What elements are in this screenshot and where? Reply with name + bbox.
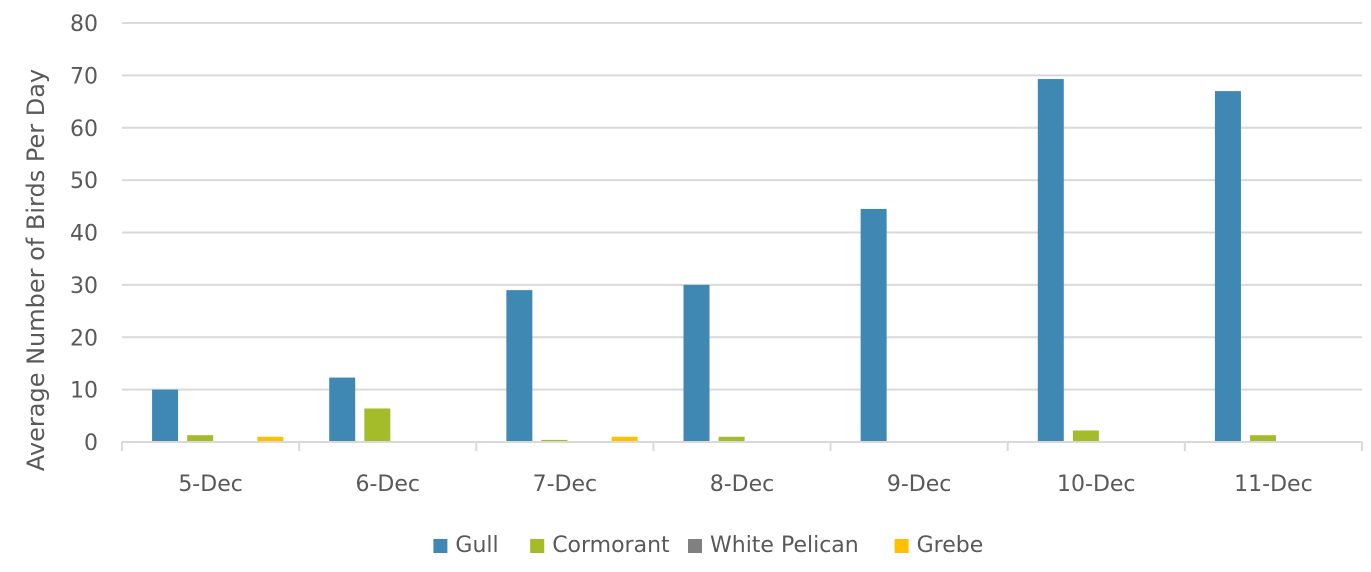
y-tick-label: 70 [70,64,98,89]
legend-label-gull: Gull [455,533,498,558]
x-tick-label: 7-Dec [533,472,598,497]
x-tick-label: 11-Dec [1234,472,1313,497]
legend-swatch-grebe [894,539,909,553]
y-tick-label: 50 [70,169,98,194]
legend-swatch-cormorant [530,539,545,553]
legend-label-cormorant: Cormorant [552,533,670,558]
bar-grebe [257,436,284,442]
bar-gull [1214,91,1241,443]
bar-cormorant [718,436,745,442]
bar-cormorant [1072,430,1099,442]
legend: Gull Cormorant White Pelican Grebe [433,533,983,558]
x-tick-label: 5-Dec [178,472,243,497]
y-tick-label: 80 [70,12,98,37]
x-tick-label: 6-Dec [355,472,420,497]
bar-cormorant [541,439,568,442]
bar-cormorant [364,408,391,442]
y-tick-label: 40 [70,222,98,247]
bar-grebe [611,436,638,442]
bar-gull [329,377,356,442]
bar-cormorant [1250,435,1277,442]
legend-label-grebe: Grebe [917,533,984,558]
legend-swatch-white-pelican [688,539,702,553]
y-tick-label: 30 [70,274,98,299]
x-tick-label: 8-Dec [710,472,775,497]
y-axis-tick-labels: 0 10 20 30 40 50 60 70 80 [70,12,98,456]
x-tick-label: 10-Dec [1057,472,1136,497]
y-tick-label: 60 [70,117,98,142]
y-tick-label: 10 [70,379,98,404]
y-tick-label: 20 [70,326,98,351]
bar-gull [152,389,179,442]
bar-gull [1037,79,1064,442]
x-axis-tick-labels: 5-Dec 6-Dec 7-Dec 8-Dec 9-Dec 10-Dec 11-Dec [178,472,1312,497]
legend-swatch-gull [433,539,448,553]
x-tick-label: 9-Dec [887,472,952,497]
legend-label-white-pelican: White Pelican [710,533,859,558]
y-tick-label: 0 [84,431,98,456]
bars [152,79,1277,443]
bar-cormorant [187,435,214,442]
y-axis-title: Average Number of Birds Per Day [22,69,50,471]
x-axis-tick-marks [121,442,1363,451]
bar-gull [860,208,887,442]
bar-gull [506,290,533,442]
gridlines [122,22,1362,391]
bar-gull [683,284,710,442]
